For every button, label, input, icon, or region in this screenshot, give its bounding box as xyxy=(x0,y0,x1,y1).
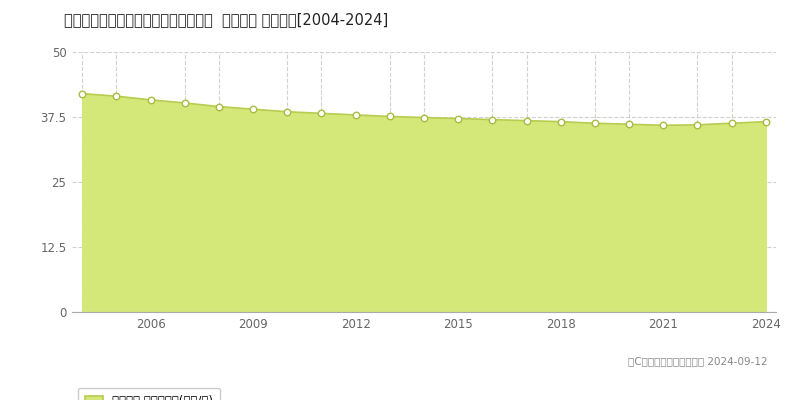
Point xyxy=(315,110,328,116)
Point xyxy=(246,106,259,112)
Point xyxy=(759,118,772,125)
Point xyxy=(657,122,670,128)
Point xyxy=(144,97,157,103)
Point xyxy=(281,108,294,115)
Point xyxy=(520,118,533,124)
Point xyxy=(110,93,123,99)
Point xyxy=(213,104,226,110)
Point xyxy=(452,115,465,122)
Point xyxy=(178,100,191,106)
Point xyxy=(622,121,635,128)
Point xyxy=(350,112,362,118)
Point xyxy=(554,118,567,125)
Point xyxy=(691,122,704,128)
Point xyxy=(486,116,498,123)
Point xyxy=(383,113,396,120)
Point xyxy=(418,114,430,121)
Point xyxy=(589,120,602,126)
Text: 愛知県知多市にしの台４丁目７番３外  地価公示 地価推移[2004-2024]: 愛知県知多市にしの台４丁目７番３外 地価公示 地価推移[2004-2024] xyxy=(64,12,388,27)
Point xyxy=(725,120,738,126)
Text: （C）土地価格ドットコム 2024-09-12: （C）土地価格ドットコム 2024-09-12 xyxy=(628,356,768,366)
Point xyxy=(76,90,89,97)
Legend: 地価公示 平均嵪単価(万円/嵪): 地価公示 平均嵪単価(万円/嵪) xyxy=(78,388,220,400)
